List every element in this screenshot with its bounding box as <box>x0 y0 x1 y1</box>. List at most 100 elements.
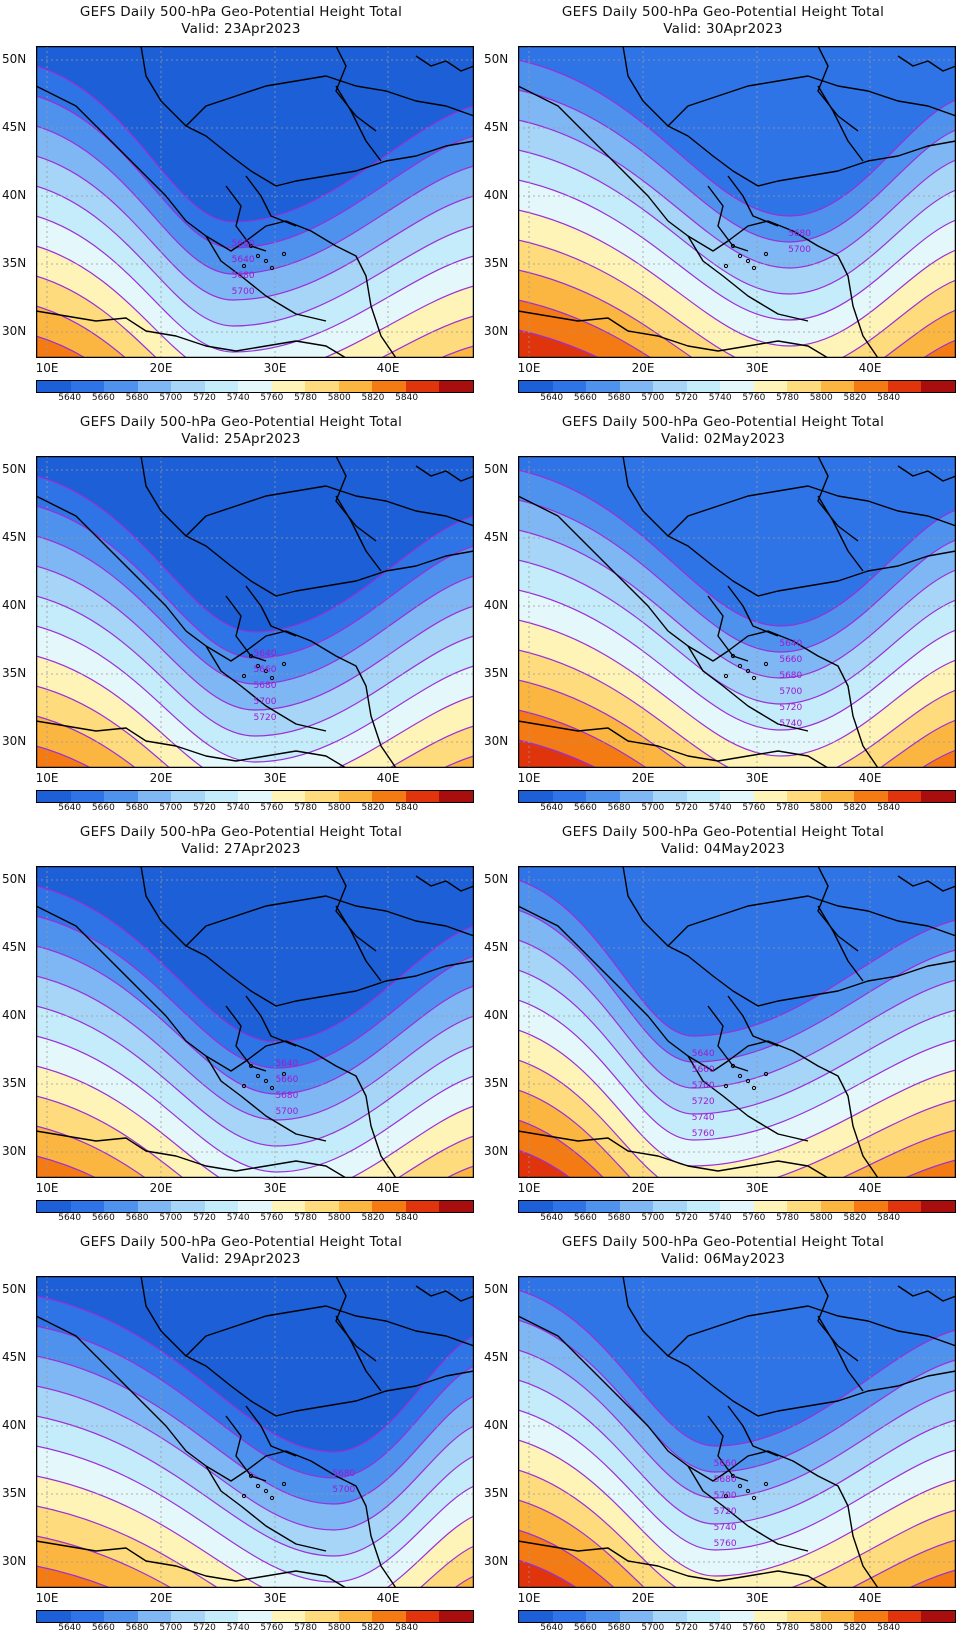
coastline <box>415 875 474 892</box>
colorbar-swatch <box>37 1611 71 1622</box>
height-band <box>518 1029 956 1178</box>
contour-label: 5740 <box>692 1113 715 1123</box>
coastline <box>687 1465 809 1552</box>
colorbar-swatch <box>586 381 620 392</box>
contour-label: 5720 <box>692 1097 715 1107</box>
latitude-label: 35N <box>484 666 509 680</box>
colorbar-swatch <box>519 1201 553 1212</box>
longitude-label: 40E <box>376 1181 400 1195</box>
contour-label: 5660 <box>254 665 277 675</box>
latitude-label: 45N <box>2 530 27 544</box>
height-field: 5660 5680 5700 5720 5740 5760 <box>518 1276 956 1588</box>
colorbar-swatch <box>887 1611 922 1622</box>
colorbar-label: 5820 <box>361 393 385 403</box>
height-band <box>518 1149 956 1178</box>
longitude-label: 40E <box>858 361 882 375</box>
map-panel: GEFS Daily 500-hPa Geo-Potential Height … <box>0 820 482 1230</box>
map-panel: GEFS Daily 500-hPa Geo-Potential Height … <box>482 820 964 1230</box>
height-band <box>36 1505 474 1588</box>
panel-valid-date: Valid: 30Apr2023 <box>663 21 783 37</box>
colorbar-swatch <box>787 1201 821 1212</box>
colorbar-label: 5720 <box>193 803 216 813</box>
coastline <box>817 456 859 542</box>
height-band <box>36 1535 474 1588</box>
latitude-label: 30N <box>484 1144 509 1158</box>
colorbar-swatch <box>552 1611 587 1622</box>
coastline <box>518 905 879 1178</box>
coastline <box>36 1130 347 1178</box>
contour-label: 5740 <box>714 1523 737 1533</box>
coastline <box>667 75 956 127</box>
latitude-label: 40N <box>484 1008 509 1022</box>
colorbar-swatch <box>854 381 888 392</box>
latitude-label: 45N <box>484 120 509 134</box>
coastline <box>707 1005 749 1072</box>
colorbar-label: 5780 <box>294 803 317 813</box>
longitude-label: 30E <box>263 361 287 375</box>
longitude-label: 40E <box>376 361 400 375</box>
coastline <box>897 55 956 72</box>
colorbar-swatch <box>70 381 105 392</box>
contour-label: 5720 <box>779 703 802 713</box>
latitude-label: 50N <box>484 872 509 886</box>
coastline <box>335 1276 377 1362</box>
latitude-label: 30N <box>2 734 27 748</box>
coastline <box>727 1405 779 1457</box>
colorbar-swatch <box>405 791 440 802</box>
longitude-label: 20E <box>149 361 173 375</box>
colorbar-swatch <box>405 1201 440 1212</box>
colorbar-swatch <box>372 791 406 802</box>
colorbar-label: 5840 <box>877 393 901 403</box>
height-band <box>518 739 956 768</box>
longitude-label: 10E <box>517 361 541 375</box>
colorbar-label: 5820 <box>843 1623 867 1633</box>
colorbar-label: 5740 <box>708 1213 732 1223</box>
colorbar-label: 5840 <box>395 803 419 813</box>
longitude-label: 30E <box>745 361 769 375</box>
latitude-label: 40N <box>484 188 509 202</box>
contour-label: 5760 <box>714 1539 737 1549</box>
colorbar-swatch <box>753 381 788 392</box>
height-band <box>36 305 474 358</box>
coastline <box>245 175 297 227</box>
colorbar-swatch <box>787 791 821 802</box>
coastline <box>335 905 382 982</box>
colorbar-swatch <box>753 1611 788 1622</box>
colorbar-label: 5780 <box>776 393 799 403</box>
colorbar-swatch <box>372 381 406 392</box>
colorbar-label: 5700 <box>159 803 183 813</box>
coastline <box>205 235 327 322</box>
coastline <box>897 1285 956 1302</box>
colorbar-label: 5660 <box>573 1623 597 1633</box>
latitude-label: 45N <box>2 120 27 134</box>
colorbar-label: 5720 <box>193 393 216 403</box>
colorbar-label: 5740 <box>226 393 250 403</box>
contour-label: 5700 <box>232 287 255 297</box>
longitude-label: 10E <box>35 1591 59 1605</box>
colorbar <box>36 380 474 393</box>
coastline <box>335 46 377 132</box>
colorbar-swatch <box>921 1611 955 1622</box>
colorbar-swatch <box>619 791 654 802</box>
height-field: 5660 5640 5680 5700 <box>36 46 474 358</box>
map-panel: GEFS Daily 500-hPa Geo-Potential Height … <box>482 410 964 820</box>
colorbar-swatch <box>271 1201 306 1212</box>
latitude-label: 35N <box>484 256 509 270</box>
colorbar-swatch <box>439 791 473 802</box>
coastline <box>140 866 474 1007</box>
colorbar-swatch <box>37 381 71 392</box>
coastline <box>817 495 864 572</box>
colorbar-label: 5780 <box>294 1213 317 1223</box>
colorbar-swatch <box>686 1201 721 1212</box>
latitude-label: 45N <box>484 530 509 544</box>
coastline <box>205 1465 327 1552</box>
coastline <box>415 1285 474 1302</box>
height-band <box>518 269 956 358</box>
colorbar-swatch <box>921 791 955 802</box>
longitude-label: 40E <box>858 1181 882 1195</box>
latitude-label: 30N <box>2 324 27 338</box>
panel-title: GEFS Daily 500-hPa Geo-Potential Height … <box>79 4 403 20</box>
colorbar-label: 5740 <box>226 1623 250 1633</box>
longitude-label: 40E <box>376 771 400 785</box>
colorbar-swatch <box>619 381 654 392</box>
